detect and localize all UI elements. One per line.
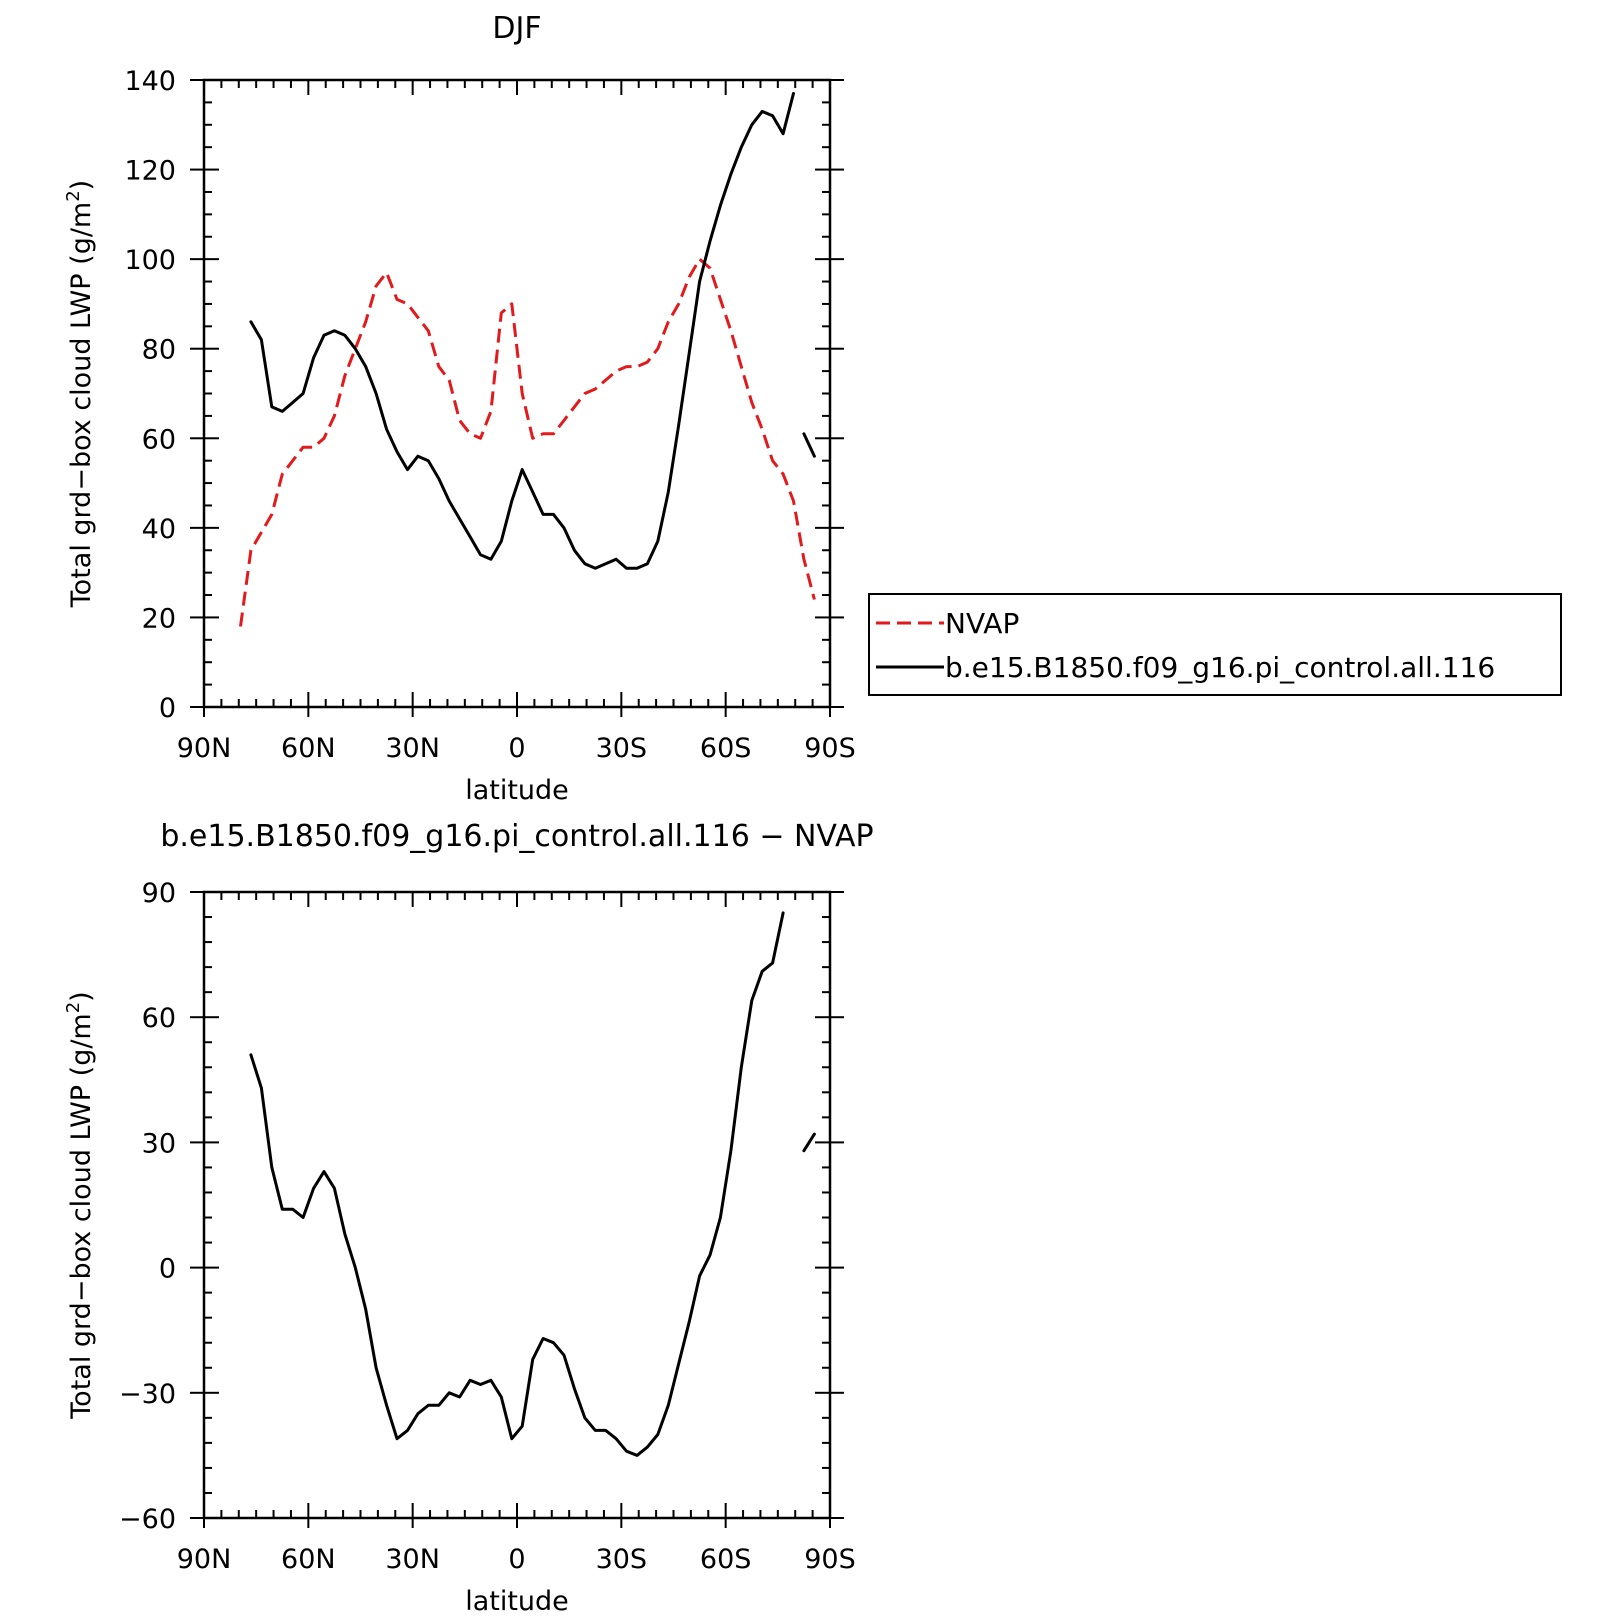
y-axis-label-text: Total grd−box cloud LWP (g/m (66, 1013, 97, 1419)
x-tick-label: 30S (596, 1544, 648, 1575)
x-tick-label: 60S (700, 1544, 752, 1575)
panel-title: DJF (492, 11, 541, 46)
y-tick-label: 0 (159, 693, 176, 724)
x-tick-label: 30S (596, 733, 648, 764)
y-tick-label: 60 (142, 424, 176, 455)
y-tick-label: 0 (159, 1254, 176, 1285)
y-axis-label-close: ) (66, 991, 97, 1002)
y-tick-label: 80 (142, 335, 176, 366)
legend-box (868, 593, 1562, 696)
x-axis-label: latitude (465, 775, 569, 806)
x-tick-label: 60N (281, 1544, 336, 1575)
series-line-0-segment-0 (239, 257, 816, 627)
y-tick-label: 40 (142, 514, 176, 545)
x-tick-label: 60N (281, 733, 336, 764)
series-line-0-segment-0 (249, 911, 785, 1457)
y-axis-label-superscript: 2 (63, 1002, 84, 1013)
y-axis-label-text: Total grd−box cloud LWP (g/m (66, 202, 97, 608)
y-tick-label: 30 (142, 1128, 176, 1159)
y-axis-label-close: ) (66, 180, 97, 191)
legend: NVAP b.e15.B1850.f09_g16.pi_control.all.1… (868, 593, 1562, 696)
legend-label-1: b.e15.B1850.f09_g16.pi_control.all.116 (945, 651, 1495, 684)
series-line-1-segment-0 (249, 91, 795, 570)
x-tick-label: 60S (700, 733, 752, 764)
y-tick-label: 90 (142, 878, 176, 909)
x-tick-label: 90S (804, 733, 856, 764)
y-axis-label: Total grd−box cloud LWP (g/m2) (63, 180, 97, 608)
y-tick-label: 100 (124, 245, 176, 276)
y-tick-label: 120 (124, 156, 176, 187)
plot-frame (202, 78, 832, 709)
panel-djf: DJF 90N 60N 30N 0 30S 60S 90S 0 20 40 60 80 100 120 140… (63, 11, 856, 806)
x-tick-label: 90N (177, 733, 232, 764)
y-axis-label: Total grd−box cloud LWP (g/m2) (63, 991, 97, 1419)
x-tick-label: 30N (385, 733, 440, 764)
y-tick-label: −30 (119, 1379, 176, 1410)
x-tick-label: 30N (385, 1544, 440, 1575)
panel-difference: b.e15.B1850.f09_g16.pi_control.all.116 −… (63, 819, 874, 1617)
series-line-0-segment-1 (802, 1132, 816, 1153)
plot-frame (202, 890, 832, 1520)
series-line-1-segment-1 (802, 432, 816, 458)
y-tick-label: 140 (124, 66, 176, 97)
x-tick-label: 90S (804, 1544, 856, 1575)
y-tick-label: 60 (142, 1003, 176, 1034)
x-axis-label: latitude (465, 1586, 569, 1617)
x-tick-label: 0 (508, 1544, 525, 1575)
y-tick-label: 20 (142, 603, 176, 634)
y-tick-label: −60 (119, 1504, 176, 1535)
x-tick-label: 0 (508, 733, 525, 764)
legend-label-0: NVAP (945, 607, 1019, 640)
panel-title: b.e15.B1850.f09_g16.pi_control.all.116 −… (160, 819, 873, 854)
x-tick-label: 90N (177, 1544, 232, 1575)
y-axis-label-superscript: 2 (63, 190, 84, 201)
